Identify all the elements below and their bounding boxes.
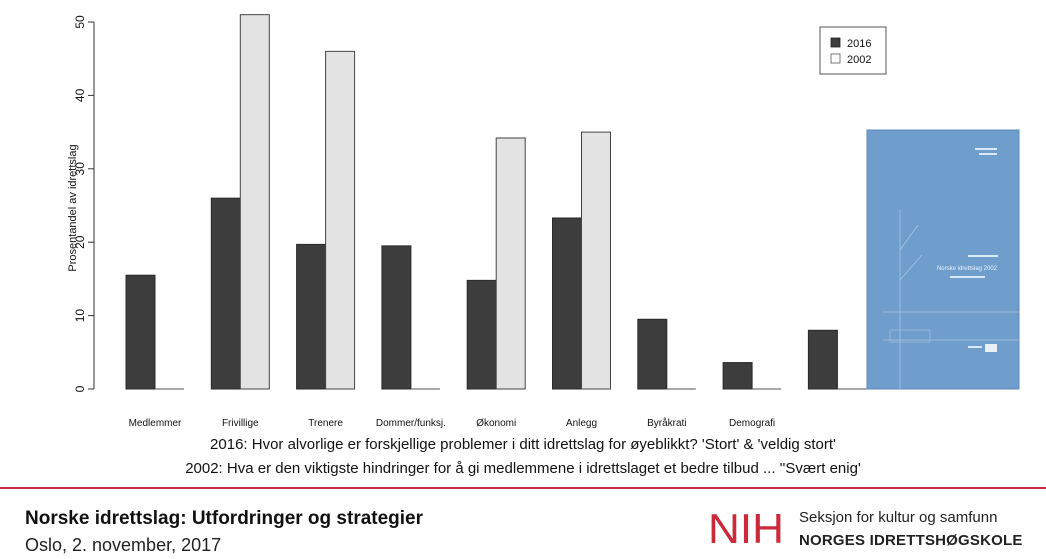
bar-chart: 0 10 20 30 40 50 Prosentandel av idrettslag M… bbox=[67, 14, 1020, 429]
bar-2016-Medlemmer bbox=[125, 274, 156, 390]
presentation-title: Norske idrettslag: Utfordringer og strat… bbox=[25, 508, 424, 529]
bar-2016-Frivillige bbox=[210, 197, 241, 390]
y-tick-label: 0 bbox=[73, 385, 87, 392]
bars bbox=[125, 14, 867, 390]
x-tick-label: Frivillige bbox=[222, 418, 259, 429]
x-tick-label: Anlegg bbox=[566, 418, 597, 429]
legend-swatch-2016 bbox=[830, 37, 841, 48]
presentation-date: Oslo, 2. november, 2017 bbox=[25, 535, 222, 555]
institution-name: NORGES IDRETTSHØGSKOLE bbox=[799, 532, 1023, 549]
bar-2016-unlabeled bbox=[807, 329, 838, 390]
bar-2002-Frivillige bbox=[239, 14, 270, 390]
nih-logo: NIH bbox=[708, 505, 784, 551]
bar-2002-Trenere bbox=[325, 50, 356, 390]
y-tick-label: 10 bbox=[73, 309, 87, 323]
bar-2002-Økonomi bbox=[495, 137, 526, 390]
x-tick-label: Trenere bbox=[308, 418, 343, 429]
caption-2016-question: 2016: Hvor alvorlige er forskjellige pro… bbox=[210, 436, 836, 453]
y-tick-label: 40 bbox=[73, 88, 87, 102]
caption-2002-question: 2002: Hva er den viktigste hindringer fo… bbox=[185, 460, 861, 477]
x-axis-labels: Medlemmer Frivillige Trenere Dommer/funksj.… bbox=[129, 417, 776, 429]
legend-label-2002: 2002 bbox=[847, 54, 871, 66]
department-name: Seksjon for kultur og samfunn bbox=[799, 509, 998, 526]
y-axis: 0 10 20 30 40 50 bbox=[73, 15, 95, 392]
x-tick-label: Demografi bbox=[729, 418, 775, 429]
x-tick-label: Dommer/funksj. bbox=[376, 418, 446, 429]
bar-2002-Anlegg bbox=[581, 131, 611, 390]
footer-divider bbox=[0, 487, 1046, 489]
x-tick-label: Økonomi bbox=[476, 418, 516, 429]
y-tick-label: 30 bbox=[73, 162, 87, 176]
bar-2016-Trenere bbox=[296, 243, 327, 390]
legend-swatch-2002 bbox=[830, 53, 841, 64]
y-axis-label: Prosentandel av idrettslag bbox=[67, 144, 79, 271]
x-tick-label: Byråkrati bbox=[647, 417, 686, 429]
x-tick-label: Medlemmer bbox=[129, 418, 182, 429]
y-tick-label: 20 bbox=[73, 235, 87, 249]
nih-logo-text: NIH bbox=[708, 505, 784, 551]
bar-2016-Anlegg bbox=[552, 217, 582, 390]
chart-legend: 2016 2002 bbox=[819, 26, 887, 75]
bar-2016-Demografi bbox=[722, 362, 753, 390]
y-tick-label: 50 bbox=[73, 15, 87, 29]
legend-label-2016: 2016 bbox=[847, 38, 871, 50]
bar-2016-Byråkrati bbox=[637, 318, 668, 390]
report-cover-image: Norske idrettslag 2002 bbox=[866, 129, 1020, 390]
bar-2016-Dommer/funksj. bbox=[381, 245, 412, 390]
bar-2016-Økonomi bbox=[466, 279, 497, 390]
report-cover-title: Norske idrettslag 2002 bbox=[937, 266, 998, 272]
